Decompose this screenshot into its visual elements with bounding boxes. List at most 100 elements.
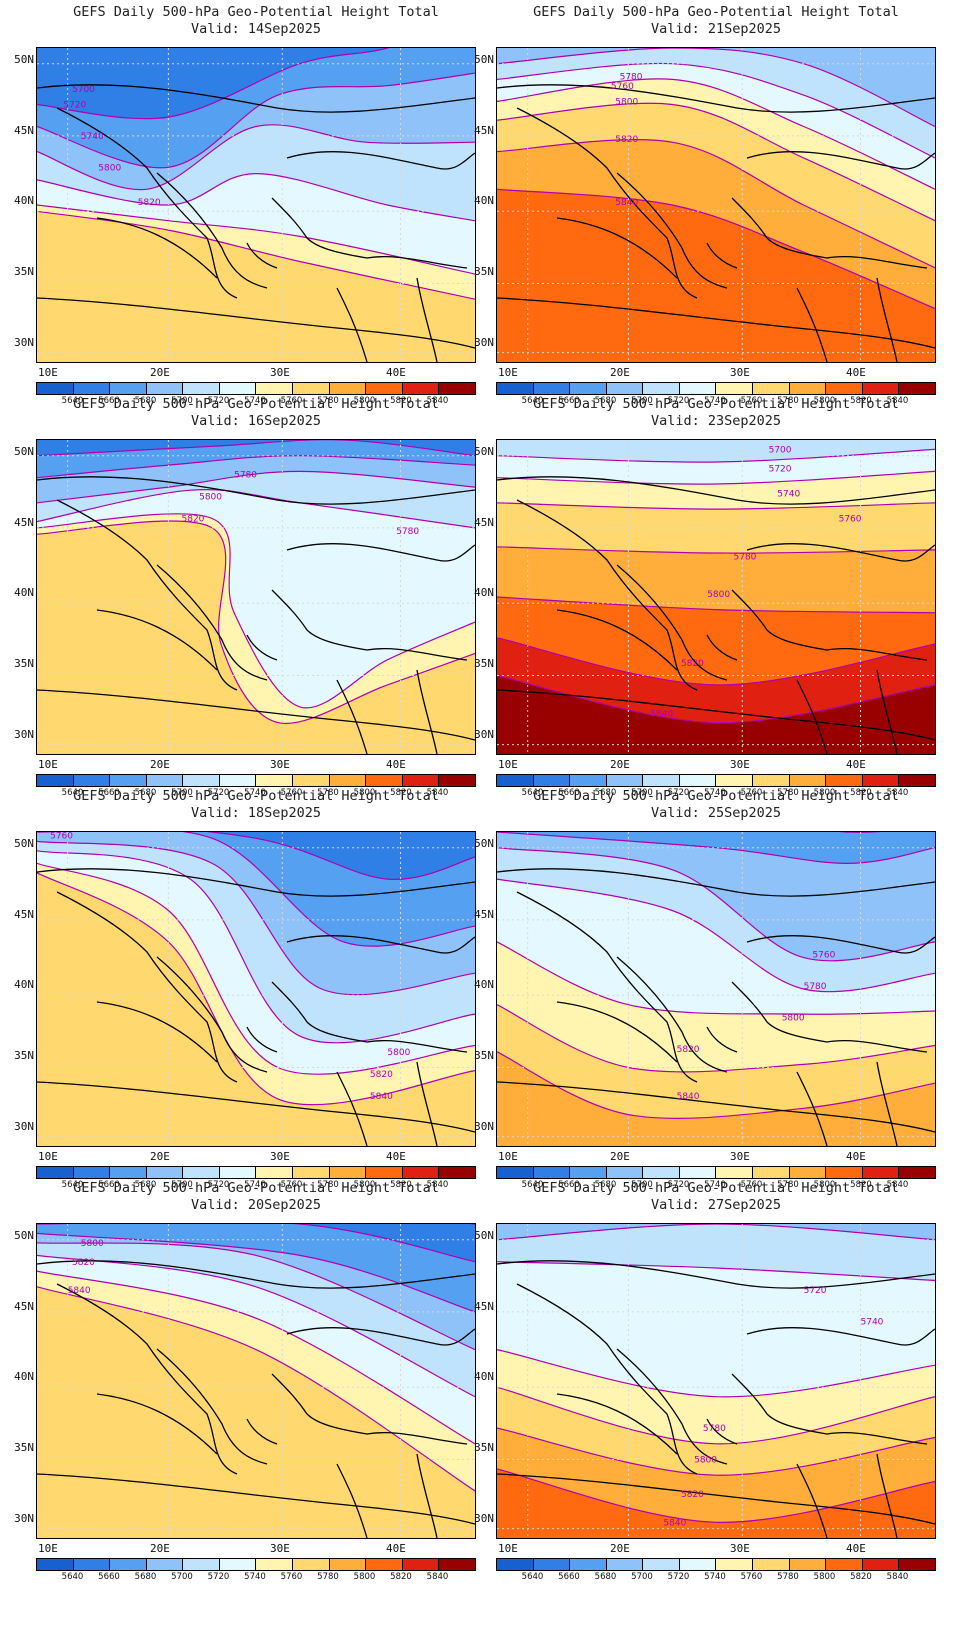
colorbar-swatch [716, 383, 754, 394]
contour-line [497, 832, 935, 865]
height-field-map: 5760 5780 5800 5820 5840 [497, 832, 935, 1146]
latitude-label: 35N [474, 657, 494, 670]
coastline [56, 107, 238, 299]
colorbar-tick-label: 5640 [521, 396, 544, 406]
panel-valid-date: Valid: 20Sep2025 [190, 1197, 322, 1213]
colorbar-tick-label: 5780 [777, 788, 799, 798]
contour-label: 5760 [50, 832, 73, 841]
colorbar-swatch [37, 383, 74, 394]
contour-label: 5800 [615, 98, 638, 108]
coastline [156, 1348, 268, 1465]
colorbar-swatch [789, 383, 827, 394]
colorbar-swatch [679, 775, 717, 786]
coastline [497, 476, 935, 505]
map-panel: GEFS Daily 500-hPa Geo-Potential Height … [0, 392, 482, 802]
contour-line [37, 840, 475, 996]
colorbar [496, 1558, 936, 1571]
coastline [37, 84, 475, 113]
latitude-label: 40N [14, 1370, 34, 1383]
longitude-label: 10E [498, 366, 518, 379]
coastline [497, 689, 935, 741]
colorbar-swatch [533, 775, 571, 786]
contour-label: 5780 [396, 527, 419, 537]
latitude-label: 50N [14, 837, 34, 850]
coastline [706, 634, 738, 661]
contour-label: 5720 [769, 464, 792, 474]
longitude-label: 40E [386, 366, 406, 379]
latitude-label: 40N [14, 978, 34, 991]
colorbar-tick-label: 5700 [171, 396, 193, 406]
colorbar-swatch [439, 1559, 475, 1570]
colorbar-swatch [183, 383, 220, 394]
longitude-label: 20E [610, 1150, 630, 1163]
panel-title: GEFS Daily 500-hPa Geo-Potential Height … [533, 1180, 899, 1196]
colorbar-swatch [497, 383, 534, 394]
colorbar-swatch [899, 775, 935, 786]
colorbar-swatch [497, 1167, 534, 1178]
map-plot-area: 5760 5800 5820 5840 [36, 831, 476, 1147]
latitude-label: 50N [474, 837, 494, 850]
contour-line [37, 489, 475, 529]
coastline [516, 499, 698, 691]
colorbar-swatch [862, 775, 900, 786]
latitude-label: 35N [14, 265, 34, 278]
contour-label: 5740 [861, 1318, 884, 1328]
contour-line [497, 1468, 935, 1523]
contour-line [37, 455, 475, 479]
contour-label: 5800 [707, 590, 730, 600]
colorbar-swatch [716, 1559, 754, 1570]
latitude-label: 50N [14, 445, 34, 458]
coastline [497, 868, 935, 897]
colorbar-swatch [899, 383, 935, 394]
contour-label: 5780 [804, 982, 827, 992]
contour-line [497, 1349, 935, 1398]
colorbar-tick-label: 5840 [426, 396, 449, 406]
panel-title: GEFS Daily 500-hPa Geo-Potential Height … [73, 396, 439, 412]
latitude-label: 45N [14, 908, 34, 921]
colorbar-tick-label: 5840 [886, 1180, 909, 1190]
colorbar-tick-label: 5660 [98, 1572, 120, 1582]
coastline [731, 1373, 928, 1445]
colorbar-tick-label: 5820 [390, 1572, 412, 1582]
coastline [497, 1473, 935, 1525]
colorbar-tick-label: 5800 [353, 1180, 376, 1190]
longitude-label: 40E [386, 1150, 406, 1163]
colorbar-tick-label: 5640 [61, 788, 84, 798]
coastline [556, 1393, 678, 1455]
longitude-label: 10E [498, 1542, 518, 1555]
coastline [416, 1453, 438, 1538]
panel-title: GEFS Daily 500-hPa Geo-Potential Height … [533, 4, 899, 20]
panel-title: GEFS Daily 500-hPa Geo-Potential Height … [73, 788, 439, 804]
colorbar-swatch [219, 1559, 257, 1570]
coastline [876, 277, 898, 362]
colorbar-swatch [826, 775, 863, 786]
colorbar-swatch [606, 775, 644, 786]
contour-label: 5840 [615, 198, 638, 208]
panel-title: GEFS Daily 500-hPa Geo-Potential Height … [533, 788, 899, 804]
longitude-label: 10E [498, 1150, 518, 1163]
panel-valid-date: Valid: 14Sep2025 [190, 21, 322, 37]
latitude-label: 30N [474, 728, 494, 741]
latitude-label: 35N [474, 1049, 494, 1062]
latitude-label: 30N [14, 336, 34, 349]
colorbar-swatch [402, 1167, 440, 1178]
colorbar-tick-label: 5700 [171, 1180, 193, 1190]
colorbar-swatch [293, 1167, 330, 1178]
coastline [876, 669, 898, 754]
colorbar-swatch [329, 1167, 367, 1178]
coastline [37, 868, 475, 897]
colorbar-tick-label: 5840 [886, 1572, 909, 1582]
coastline [56, 499, 238, 691]
map-plot-area: 5760 5780 5800 5820 5840 [496, 831, 936, 1147]
colorbar-tick-label: 5640 [61, 1572, 84, 1582]
latitude-label: 50N [14, 53, 34, 66]
contour-line [497, 1386, 935, 1445]
contour-label: 5800 [81, 1239, 104, 1249]
latitude-label: 35N [474, 265, 494, 278]
latitude-label: 30N [14, 1120, 34, 1133]
contour-label: 5780 [234, 471, 257, 481]
contour-line [497, 470, 935, 485]
colorbar-swatch [753, 1167, 790, 1178]
coastline [336, 1463, 368, 1538]
longitude-label: 30E [270, 1542, 290, 1555]
